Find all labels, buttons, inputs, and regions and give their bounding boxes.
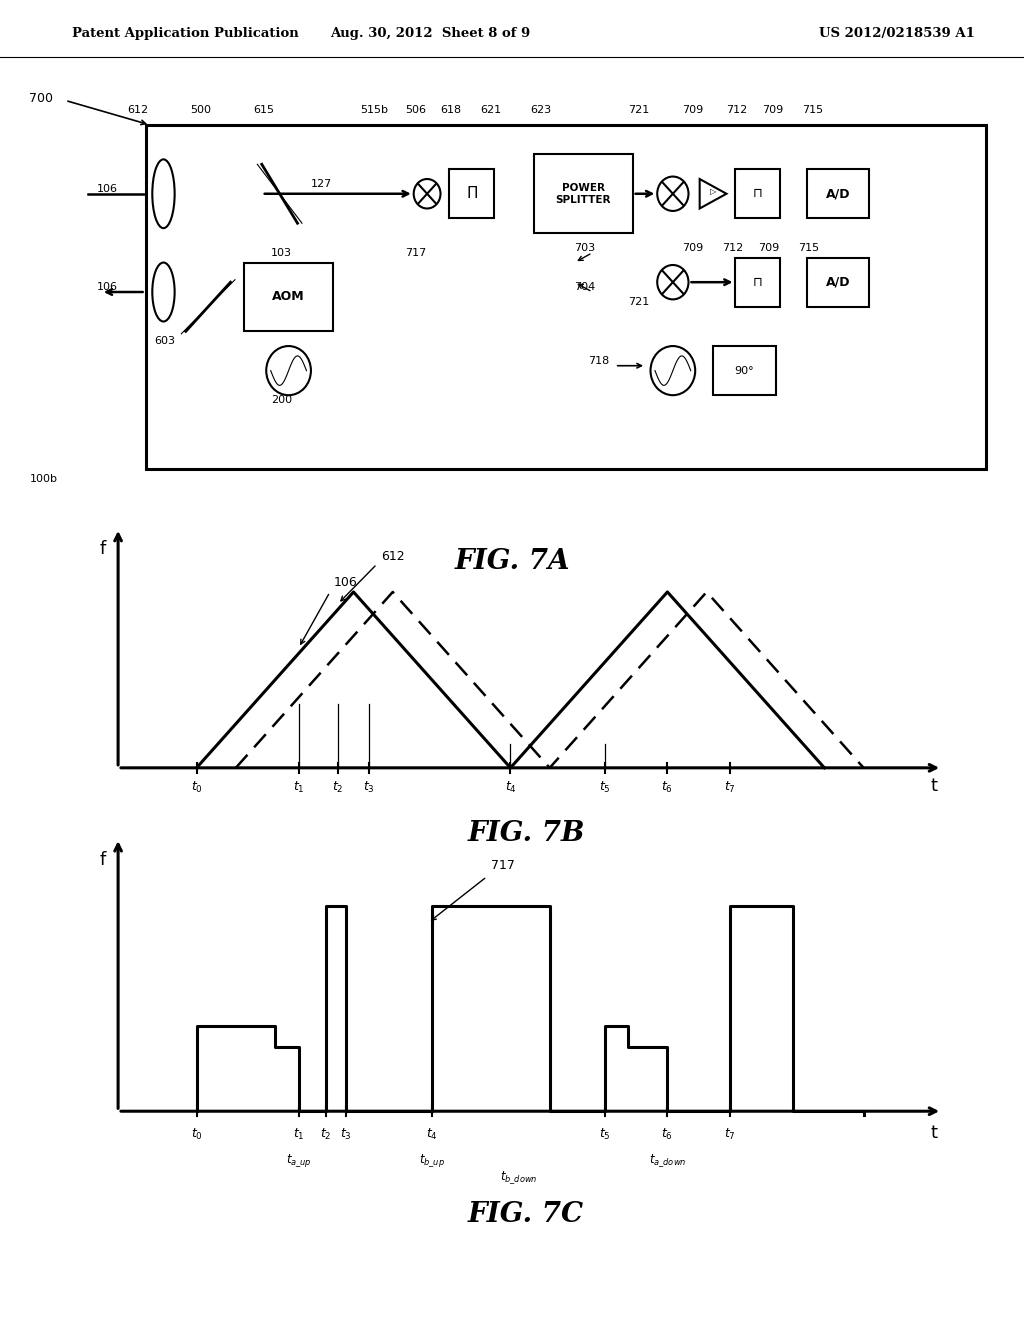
Text: 612: 612 bbox=[128, 106, 148, 115]
Bar bbox=[735, 169, 780, 218]
Text: $t_3$: $t_3$ bbox=[340, 1126, 351, 1142]
Text: 717: 717 bbox=[490, 859, 515, 873]
Circle shape bbox=[657, 265, 688, 300]
Text: 717: 717 bbox=[404, 248, 426, 257]
Text: ⊓: ⊓ bbox=[753, 276, 763, 289]
Text: POWER
SPLITTER: POWER SPLITTER bbox=[556, 183, 611, 205]
Text: $t_5$: $t_5$ bbox=[599, 1126, 610, 1142]
Text: $t_5$: $t_5$ bbox=[599, 780, 610, 795]
Text: $t_4$: $t_4$ bbox=[426, 1126, 438, 1142]
Text: 709: 709 bbox=[682, 243, 703, 252]
Text: f: f bbox=[100, 851, 106, 869]
Text: $t_3$: $t_3$ bbox=[364, 780, 375, 795]
Text: 618: 618 bbox=[440, 106, 462, 115]
Text: 106: 106 bbox=[96, 282, 118, 292]
Text: A/D: A/D bbox=[826, 187, 851, 201]
Text: 90°: 90° bbox=[734, 366, 754, 376]
Text: f: f bbox=[100, 540, 106, 558]
Text: 712: 712 bbox=[722, 243, 743, 252]
Bar bbox=[713, 346, 775, 395]
Text: ⊓: ⊓ bbox=[753, 187, 763, 201]
Text: Π: Π bbox=[466, 186, 477, 201]
Text: 106: 106 bbox=[334, 576, 357, 589]
Bar bbox=[450, 169, 495, 218]
Text: 506: 506 bbox=[404, 106, 426, 115]
Text: $t_6$: $t_6$ bbox=[662, 1126, 674, 1142]
Text: 721: 721 bbox=[628, 297, 649, 306]
Bar bbox=[145, 125, 986, 469]
Text: 500: 500 bbox=[190, 106, 211, 115]
Text: 700: 700 bbox=[30, 92, 53, 106]
Text: 704: 704 bbox=[574, 282, 596, 292]
Bar bbox=[535, 154, 633, 234]
Bar bbox=[735, 257, 780, 306]
Circle shape bbox=[266, 346, 311, 395]
Text: $t_{b\_up}$: $t_{b\_up}$ bbox=[419, 1152, 445, 1170]
Text: $t_7$: $t_7$ bbox=[724, 1126, 736, 1142]
Text: 715: 715 bbox=[798, 243, 819, 252]
Text: $t_{a\_up}$: $t_{a\_up}$ bbox=[286, 1152, 311, 1170]
Text: 709: 709 bbox=[758, 243, 779, 252]
Text: 612: 612 bbox=[381, 550, 404, 562]
Text: 715: 715 bbox=[803, 106, 823, 115]
Polygon shape bbox=[699, 180, 726, 209]
Ellipse shape bbox=[153, 263, 175, 322]
Text: 106: 106 bbox=[96, 183, 118, 194]
Text: A/D: A/D bbox=[826, 276, 851, 289]
Text: $t_6$: $t_6$ bbox=[662, 780, 674, 795]
Text: $t_{a\_down}$: $t_{a\_down}$ bbox=[649, 1152, 686, 1170]
Text: $t_0$: $t_0$ bbox=[190, 1126, 203, 1142]
Text: 712: 712 bbox=[726, 106, 748, 115]
Bar bbox=[807, 169, 869, 218]
Text: 603: 603 bbox=[155, 337, 175, 346]
Text: 703: 703 bbox=[574, 243, 596, 252]
Text: Patent Application Publication: Patent Application Publication bbox=[72, 26, 298, 40]
Text: 709: 709 bbox=[682, 106, 703, 115]
Bar bbox=[807, 257, 869, 306]
Text: 721: 721 bbox=[628, 106, 649, 115]
Text: AOM: AOM bbox=[272, 290, 305, 304]
Text: FIG. 7A: FIG. 7A bbox=[455, 548, 569, 574]
Ellipse shape bbox=[153, 160, 175, 228]
Bar bbox=[244, 263, 333, 331]
Text: 100b: 100b bbox=[30, 474, 57, 483]
Text: $t_2$: $t_2$ bbox=[321, 1126, 332, 1142]
Text: 515b: 515b bbox=[360, 106, 388, 115]
Text: ▷: ▷ bbox=[710, 187, 717, 195]
Text: $t_1$: $t_1$ bbox=[293, 1126, 304, 1142]
Text: 615: 615 bbox=[253, 106, 273, 115]
Circle shape bbox=[414, 180, 440, 209]
Text: Aug. 30, 2012  Sheet 8 of 9: Aug. 30, 2012 Sheet 8 of 9 bbox=[330, 26, 530, 40]
Text: 709: 709 bbox=[762, 106, 783, 115]
Text: $t_7$: $t_7$ bbox=[724, 780, 736, 795]
Text: 621: 621 bbox=[480, 106, 502, 115]
Text: 623: 623 bbox=[529, 106, 551, 115]
Text: US 2012/0218539 A1: US 2012/0218539 A1 bbox=[819, 26, 975, 40]
Text: $t_{b\_down}$: $t_{b\_down}$ bbox=[500, 1170, 538, 1185]
Text: $t_1$: $t_1$ bbox=[293, 780, 304, 795]
Text: t: t bbox=[931, 1125, 937, 1142]
Text: $t_0$: $t_0$ bbox=[190, 780, 203, 795]
Text: 127: 127 bbox=[311, 178, 332, 189]
Circle shape bbox=[650, 346, 695, 395]
Text: 103: 103 bbox=[270, 248, 292, 257]
Text: $t_4$: $t_4$ bbox=[505, 780, 516, 795]
Text: 200: 200 bbox=[270, 395, 292, 405]
Text: 718: 718 bbox=[588, 355, 609, 366]
Text: t: t bbox=[931, 777, 937, 796]
Text: FIG. 7C: FIG. 7C bbox=[468, 1201, 585, 1228]
Text: $t_2$: $t_2$ bbox=[332, 780, 344, 795]
Text: FIG. 7B: FIG. 7B bbox=[467, 820, 585, 847]
Circle shape bbox=[657, 177, 688, 211]
